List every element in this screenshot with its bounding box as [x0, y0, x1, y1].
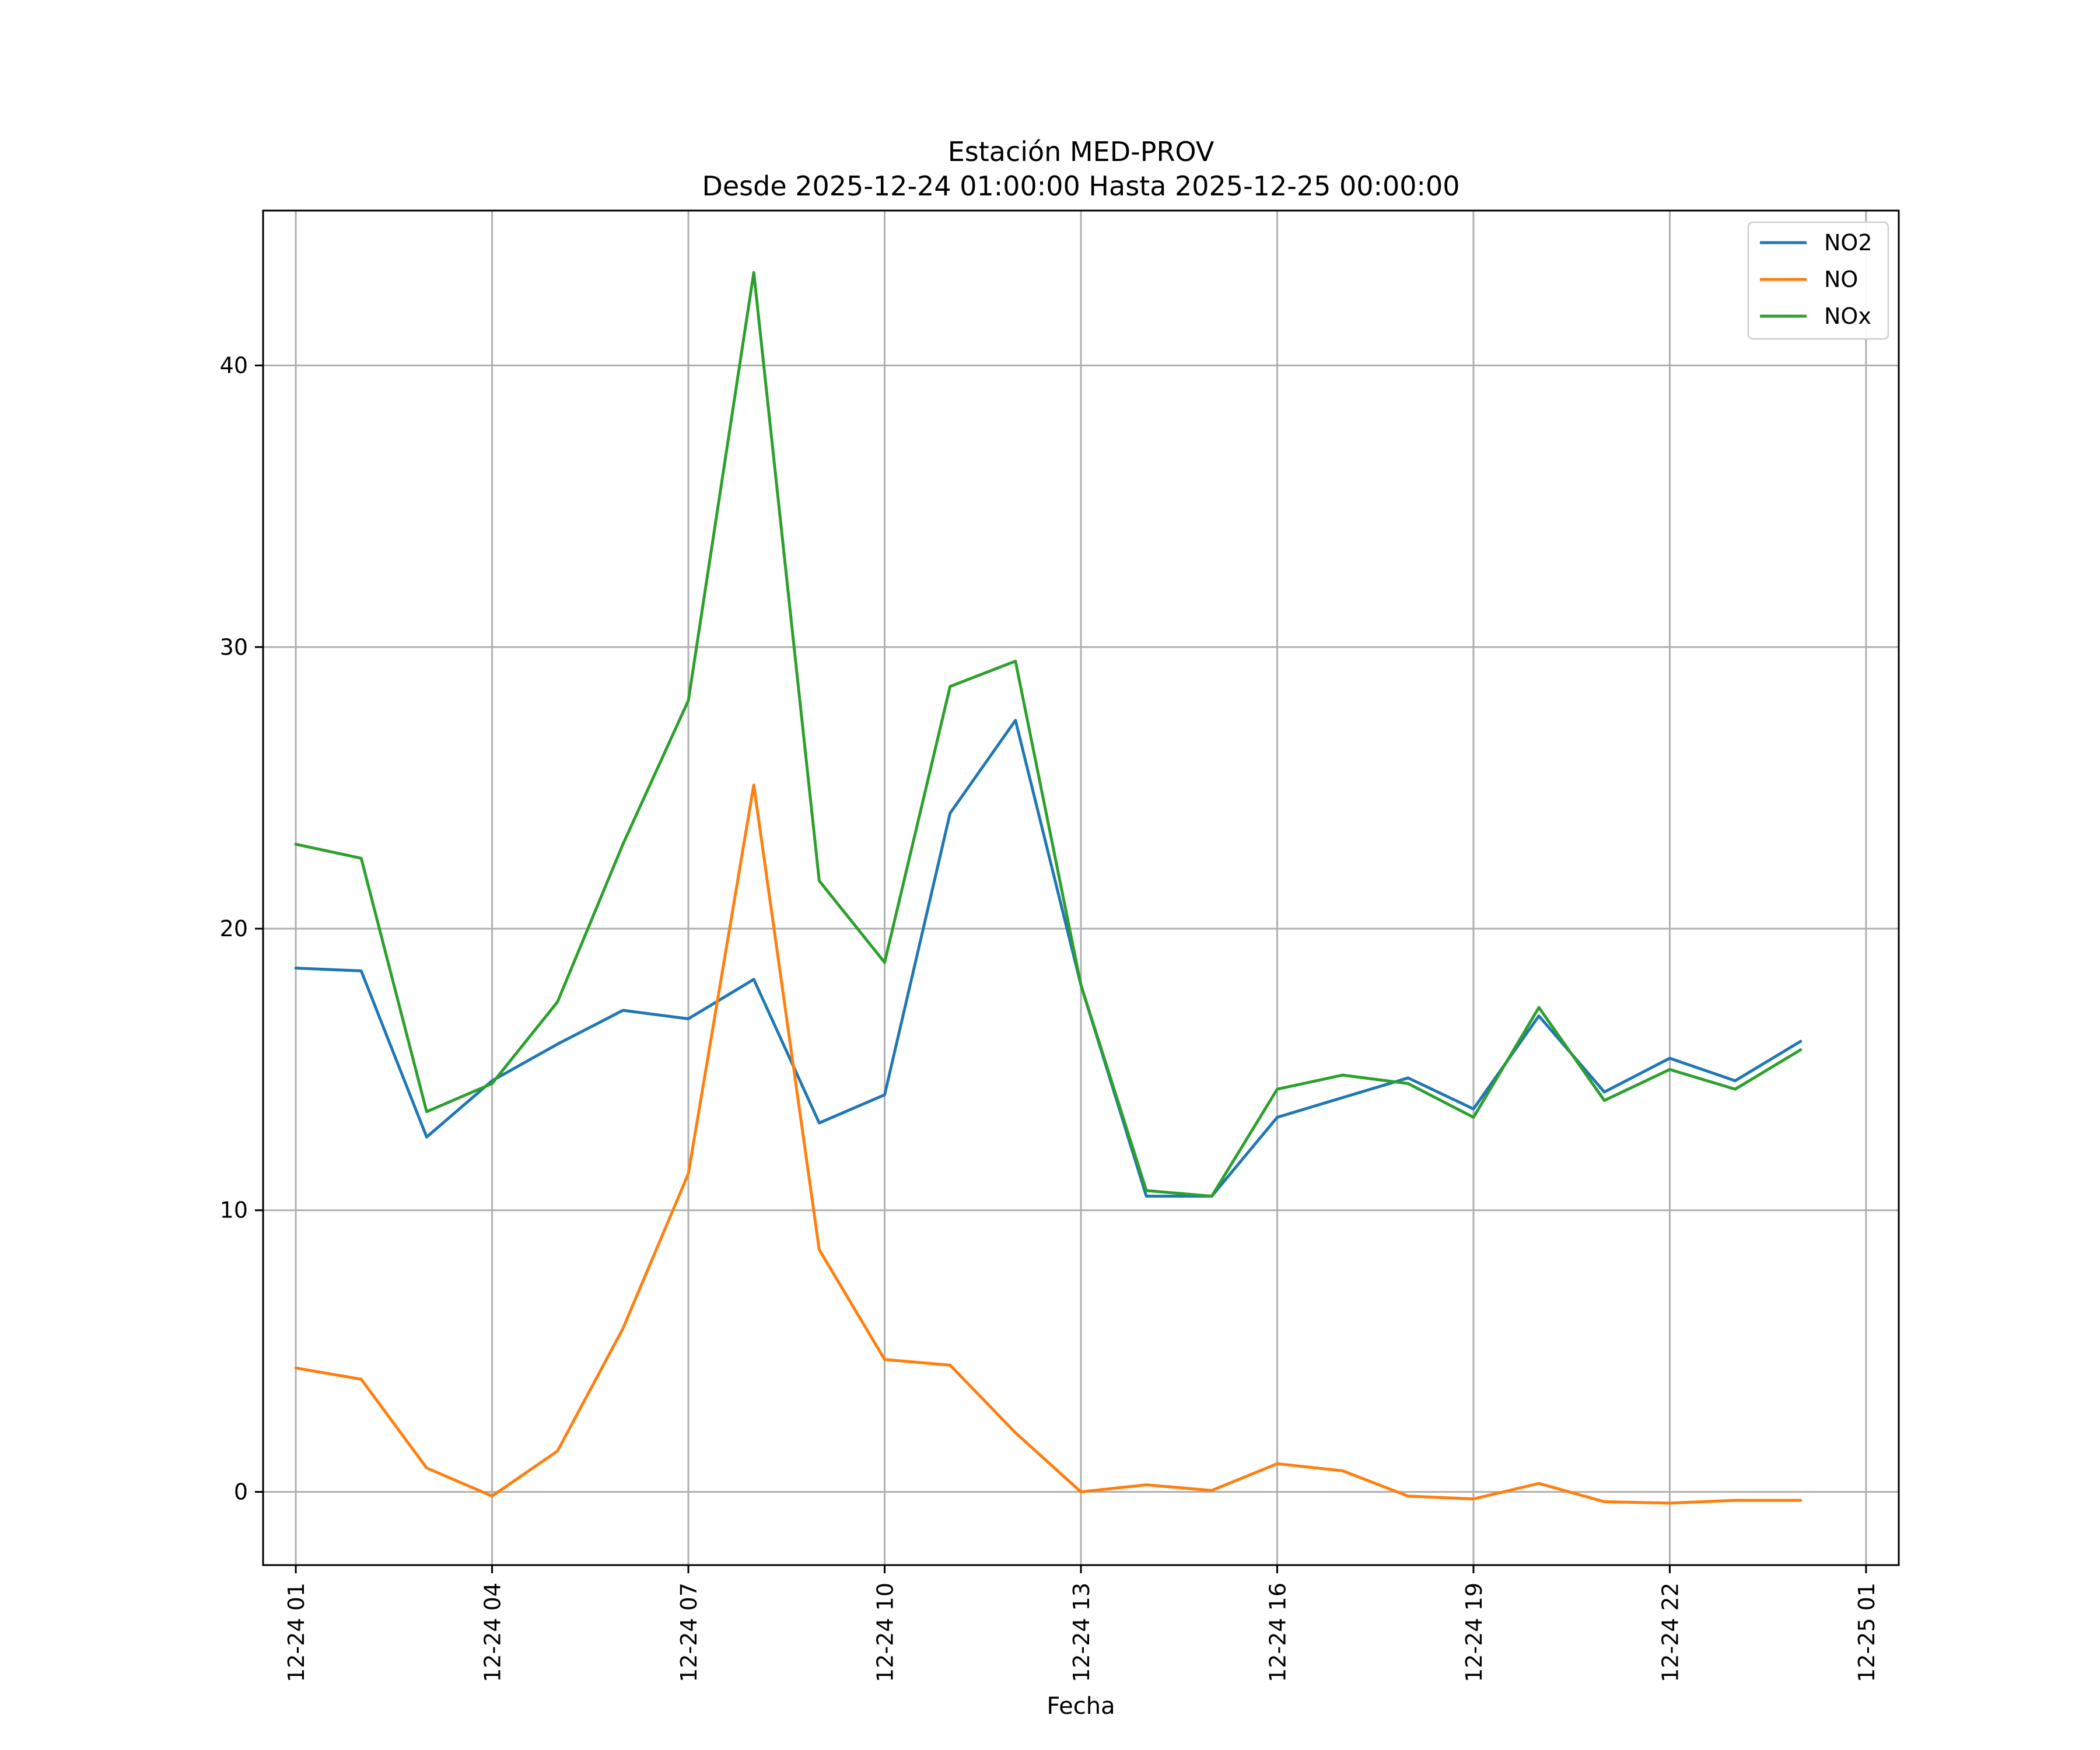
axis-ticks: 12-24 01 12-24 04 12-24 07 12-24 10 12-24 13…: [220, 353, 1880, 1682]
chart-subtitle: Desde 2025-12-24 01:00:00 Hasta 2025-12-…: [702, 170, 1460, 202]
x-tick-label: 12-24 16: [1265, 1583, 1290, 1682]
legend-box: [1747, 221, 1889, 340]
y-tick-label: 0: [234, 1479, 248, 1504]
y-tick-label: 20: [220, 916, 248, 942]
series-line-nox: [294, 271, 1803, 1198]
x-axis-label: Fecha: [1046, 1693, 1115, 1720]
legend-label-no2: NO2: [1824, 230, 1873, 256]
legend-label-nox: NOx: [1824, 303, 1871, 329]
y-tick-label: 30: [220, 634, 248, 660]
x-tick-label: 12-24 04: [480, 1583, 506, 1682]
series-lines: [294, 271, 1803, 1505]
x-tick-label: 12-24 01: [284, 1583, 309, 1682]
x-tick-label: 12-24 10: [873, 1583, 898, 1682]
y-tick-label: 10: [220, 1198, 248, 1223]
x-tick-label: 12-24 22: [1657, 1583, 1683, 1682]
legend: NO2 NO NOx: [1747, 221, 1889, 340]
x-tick-label: 12-24 07: [676, 1583, 702, 1682]
y-tick-label: 40: [220, 353, 248, 379]
x-tick-label: 12-24 19: [1461, 1583, 1487, 1682]
chart-title: Estación MED-PROV: [948, 136, 1214, 167]
series-line-no2: [294, 719, 1803, 1198]
series-line-no: [294, 783, 1803, 1505]
x-tick-label: 12-25 01: [1854, 1583, 1880, 1682]
legend-label-no: NO: [1824, 267, 1858, 292]
x-tick-label: 12-24 13: [1069, 1583, 1094, 1682]
